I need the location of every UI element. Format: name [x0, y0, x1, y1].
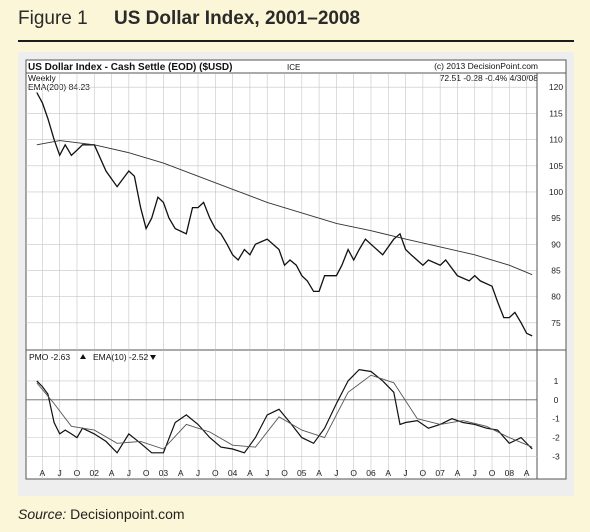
figure-header: Figure 1 US Dollar Index, 2001–2008	[18, 8, 360, 30]
pmo-series	[36, 368, 533, 454]
header-rule	[18, 40, 574, 42]
x-tick-label: J	[196, 468, 200, 478]
x-tick-label: A	[385, 468, 391, 478]
quote-text: 72.51 -0.28 -0.4% 4/30/08	[440, 73, 539, 83]
x-tick-label: O	[74, 468, 81, 478]
price-tick-label: 95	[551, 213, 561, 223]
figure-title: US Dollar Index, 2001–2008	[114, 8, 361, 29]
figure-label: Figure 1	[18, 8, 88, 29]
x-tick-label: J	[58, 468, 62, 478]
pmo-legend-entry: PMO -2.63	[29, 352, 70, 362]
x-tick-label: 07	[435, 468, 445, 478]
x-tick-label: J	[403, 468, 407, 478]
chart-svg: US Dollar Index - Cash Settle (EOD) ($US…	[25, 59, 567, 480]
price-series	[36, 92, 533, 337]
pmo-legend: PMO -2.63 EMA(10) -2.52	[29, 352, 156, 362]
x-tick-label: 04	[228, 468, 238, 478]
pmo-tick-label: 1	[554, 376, 559, 386]
price-tick-label: 90	[551, 239, 561, 249]
x-tick-label: J	[473, 468, 477, 478]
x-tick-label: J	[265, 468, 269, 478]
x-tick-label: A	[178, 468, 184, 478]
pmo-legend-entry: EMA(10) -2.52	[93, 352, 149, 362]
pmo-tick-label: -2	[552, 433, 560, 443]
pmo-tick-label: -3	[552, 452, 560, 462]
ema200-line	[36, 140, 533, 276]
pmo-tick-label: -1	[552, 414, 560, 424]
price-tick-label: 115	[549, 108, 563, 118]
price-tick-label: 80	[551, 292, 561, 302]
x-tick-label: A	[524, 468, 530, 478]
x-tick-label: A	[109, 468, 115, 478]
x-tick-label: 05	[297, 468, 307, 478]
x-tick-label: O	[143, 468, 150, 478]
down-arrow-icon	[150, 355, 156, 360]
x-tick-label: O	[281, 468, 288, 478]
x-tick-label: O	[212, 468, 219, 478]
x-tick-label: 08	[505, 468, 515, 478]
x-tick-label: O	[420, 468, 427, 478]
price-line	[36, 92, 533, 337]
x-tick-label: A	[316, 468, 322, 478]
x-tick-label: J	[334, 468, 338, 478]
source-line: Source: Decisionpoint.com	[18, 506, 185, 522]
chart-frame	[25, 59, 567, 480]
x-tick-label: O	[489, 468, 496, 478]
price-tick-label: 120	[549, 82, 563, 92]
x-tick-label: O	[350, 468, 357, 478]
pmo-ema-line	[36, 374, 533, 450]
source-name: Decisionpoint.com	[70, 506, 185, 522]
price-tick-label: 85	[551, 265, 561, 275]
chart-exchange: ICE	[287, 63, 300, 72]
copyright-text: (c) 2013 DecisionPoint.com	[434, 61, 538, 71]
pmo-grid: 1 0 -1 -2 -3	[26, 350, 560, 479]
price-tick-label: 105	[549, 161, 563, 171]
x-tick-label: A	[247, 468, 253, 478]
x-tick-label: A	[40, 468, 46, 478]
x-axis: A J O 02 A J O 03 A J O 04 A J O 05 A J O 06 A J O 07 A J O 08 A	[40, 468, 530, 478]
pmo-tick-label: 0	[554, 395, 559, 405]
source-prefix: Source:	[18, 506, 67, 522]
up-arrow-icon	[80, 354, 86, 359]
price-tick-label: 100	[549, 187, 563, 197]
x-tick-label: 06	[366, 468, 376, 478]
price-tick-label: 110	[549, 135, 563, 145]
price-tick-label: 75	[551, 318, 561, 328]
x-tick-label: 03	[159, 468, 169, 478]
chart-panel: US Dollar Index - Cash Settle (EOD) ($US…	[18, 52, 574, 496]
x-tick-label: J	[127, 468, 131, 478]
chart-title: US Dollar Index - Cash Settle (EOD) ($US…	[28, 62, 232, 73]
x-tick-label: A	[455, 468, 461, 478]
x-tick-label: 02	[90, 468, 100, 478]
